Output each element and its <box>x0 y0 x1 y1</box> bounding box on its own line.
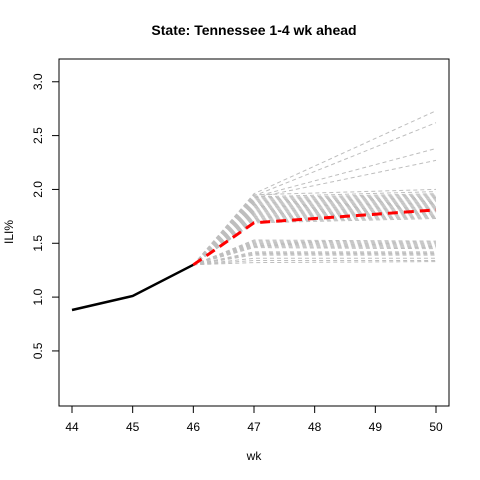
y-tick-label: 2.5 <box>31 127 45 144</box>
x-tick-label: 46 <box>187 420 201 434</box>
observed-line <box>71 263 194 312</box>
ensemble-trajectory-line <box>193 251 436 266</box>
y-axis: 0.5 1.0 1.5 2.0 2.5 3.0 <box>31 73 59 359</box>
mean-forecast-series <box>192 208 437 267</box>
ensemble-trajectory-line <box>193 214 437 266</box>
x-tick-label: 45 <box>126 420 140 434</box>
ensemble-trajectory-line <box>192 159 437 266</box>
ensemble-trajectory-line <box>193 260 436 266</box>
ensemble-trajectory-line <box>192 209 437 266</box>
y-axis-label: ILI% <box>2 220 16 244</box>
observed-series <box>71 263 194 312</box>
x-tick-label: 50 <box>429 420 443 434</box>
ensemble-trajectory-line <box>193 247 437 266</box>
ensemble-trajectory-line <box>192 207 437 266</box>
mean-forecast-line <box>192 208 437 267</box>
plot-frame <box>58 58 450 407</box>
ensemble-trajectory-line <box>193 253 436 266</box>
x-tick-label: 47 <box>247 420 261 434</box>
ensemble-trajectory-line <box>193 252 436 266</box>
ensemble-trajectory-line <box>192 206 437 266</box>
x-tick-label: 48 <box>308 420 322 434</box>
x-axis: 44 45 46 47 48 49 50 <box>65 406 443 434</box>
x-axis-label: wk <box>246 449 263 463</box>
y-tick-label: 0.5 <box>31 342 45 359</box>
ensemble-trajectory-line <box>192 210 437 266</box>
ensemble-trajectory-line <box>192 204 437 266</box>
y-tick-label: 1.5 <box>31 235 45 252</box>
ensemble-trajectory-line <box>192 205 437 266</box>
ensemble-trajectory-line <box>193 254 436 266</box>
ensemble-trajectory-line <box>192 202 437 266</box>
ensemble-trajectory-line <box>193 261 437 266</box>
y-tick-label: 1.0 <box>31 288 45 305</box>
chart-title: State: Tennessee 1-4 wk ahead <box>151 22 356 38</box>
ensemble-trajectory-line <box>192 208 437 266</box>
ensemble-trajectory-line <box>193 257 436 266</box>
ensemble-trajectories <box>192 110 437 266</box>
y-tick-label: 2.0 <box>31 181 45 198</box>
x-tick-label: 49 <box>369 420 383 434</box>
x-tick-label: 44 <box>65 420 79 434</box>
ensemble-trajectory-line <box>193 215 437 266</box>
y-tick-label: 3.0 <box>31 73 45 90</box>
